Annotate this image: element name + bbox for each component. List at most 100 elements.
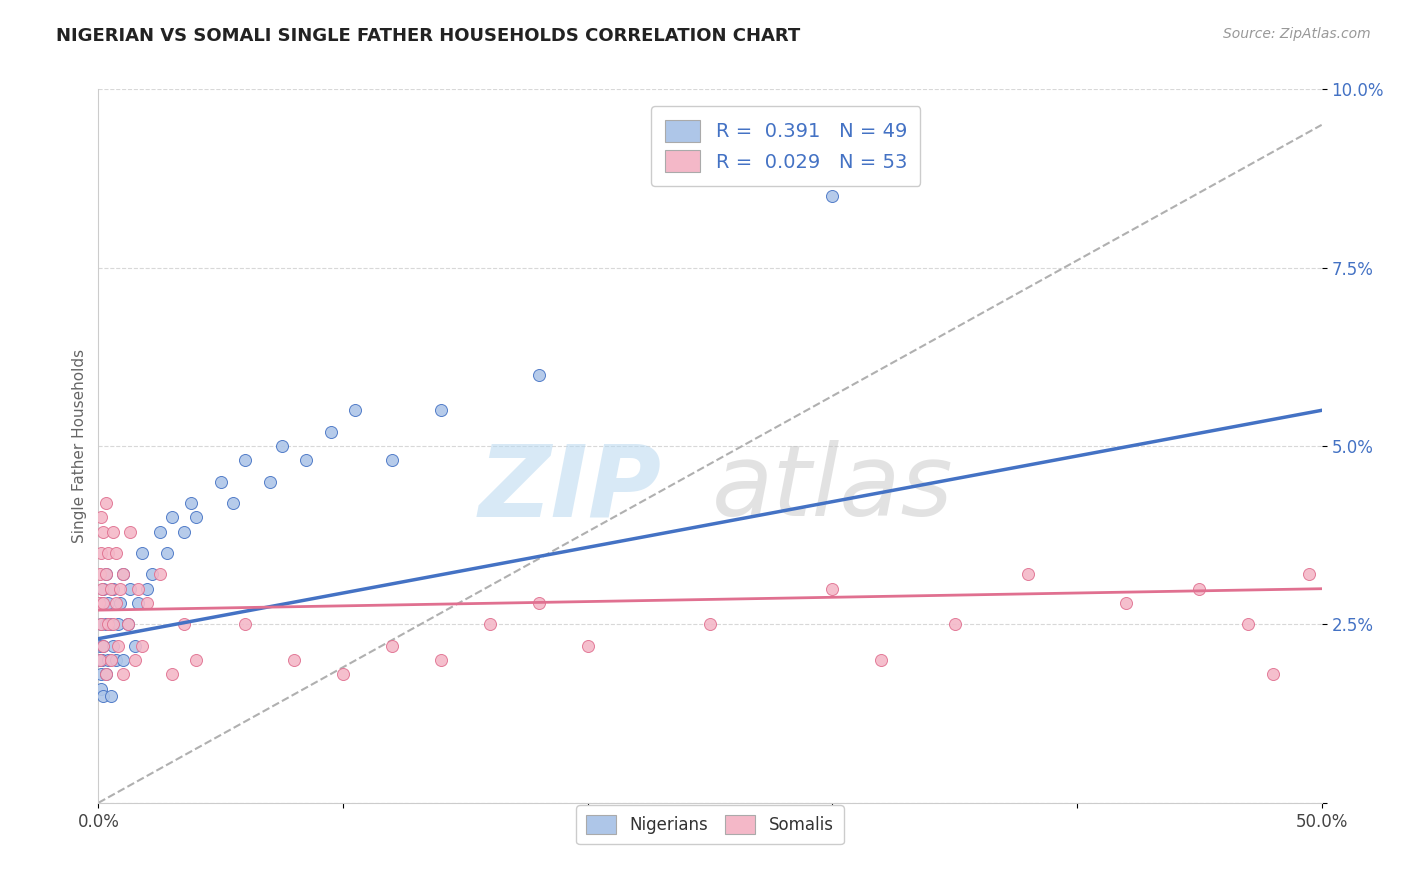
Point [160,667,183,681]
Point [101,639,124,653]
Point [91,689,114,703]
Point [136,582,159,596]
Point [89,596,111,610]
Point [233,453,256,467]
Point [90,546,112,560]
Point [97,653,120,667]
Point [89,639,111,653]
Y-axis label: Single Father Households: Single Father Households [72,349,87,543]
Point [186,653,208,667]
Point [94,667,117,681]
Point [94,496,117,510]
Point [127,596,149,610]
Point [381,639,404,653]
Point [104,546,127,560]
Point [222,496,245,510]
Legend: Nigerians, Somalis: Nigerians, Somalis [576,805,844,845]
Point [97,596,120,610]
Point [344,403,367,417]
Point [430,403,453,417]
Point [111,567,134,582]
Point [1115,596,1137,610]
Point [576,639,599,653]
Point [149,567,172,582]
Point [90,681,112,696]
Point [821,582,844,596]
Point [870,653,893,667]
Point [821,189,844,203]
Point [259,475,281,489]
Point [478,617,501,632]
Point [91,596,114,610]
Point [124,639,146,653]
Point [111,653,134,667]
Point [319,425,342,439]
Point [186,510,208,524]
Point [100,617,122,632]
Text: Source: ZipAtlas.com: Source: ZipAtlas.com [1223,27,1371,41]
Point [91,596,114,610]
Point [97,617,120,632]
Point [131,639,153,653]
Point [90,667,112,681]
Point [104,596,127,610]
Point [91,639,114,653]
Point [1188,582,1211,596]
Point [943,617,966,632]
Point [120,582,142,596]
Point [209,475,232,489]
Point [1261,667,1284,681]
Text: atlas: atlas [711,441,953,537]
Point [270,439,294,453]
Point [141,567,163,582]
Point [283,653,305,667]
Point [120,524,142,539]
Point [124,653,146,667]
Point [173,524,195,539]
Point [94,567,117,582]
Point [100,689,122,703]
Point [111,667,134,681]
Point [101,617,124,632]
Point [699,617,721,632]
Point [101,582,124,596]
Point [131,546,153,560]
Point [94,617,117,632]
Point [527,368,550,382]
Point [89,653,111,667]
Point [110,582,132,596]
Point [180,496,202,510]
Point [173,617,195,632]
Point [100,582,122,596]
Point [90,510,112,524]
Point [97,546,120,560]
Point [156,546,179,560]
Point [1298,567,1320,582]
Point [91,653,114,667]
Point [104,653,127,667]
Point [149,524,172,539]
Point [295,453,318,467]
Point [117,617,139,632]
Point [100,653,122,667]
Point [430,653,453,667]
Point [381,453,404,467]
Point [89,653,111,667]
Text: NIGERIAN VS SOMALI SINGLE FATHER HOUSEHOLDS CORRELATION CHART: NIGERIAN VS SOMALI SINGLE FATHER HOUSEHO… [56,27,800,45]
Point [101,524,124,539]
Point [91,582,114,596]
Point [332,667,354,681]
Point [111,567,134,582]
Point [117,617,139,632]
Point [94,567,117,582]
Point [91,639,114,653]
Point [90,617,112,632]
Point [94,667,117,681]
Point [160,510,183,524]
Point [90,617,112,632]
Point [136,596,159,610]
Point [110,596,132,610]
Point [107,617,129,632]
Point [91,582,114,596]
Text: ZIP: ZIP [478,441,661,537]
